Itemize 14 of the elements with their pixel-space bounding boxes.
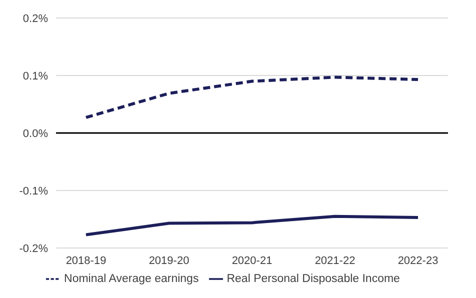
line-series: [84, 76, 420, 119]
x-tick-label: 2022-23: [398, 254, 438, 267]
y-tick-label: -0.2%: [19, 242, 48, 255]
x-tick-label: 2021-22: [314, 254, 356, 267]
x-tick-label: 2020-21: [232, 254, 272, 267]
legend-label: Nominal Average earnings: [64, 273, 199, 286]
y-tick-label: 0.2%: [22, 12, 48, 25]
legend-label: Real Personal Disposable Income: [226, 273, 400, 286]
x-tick-label: 2018-19: [66, 254, 106, 267]
line-series: [84, 214, 420, 236]
y-tick-label: 0.0%: [22, 128, 48, 140]
y-tick-label: 0.1%: [22, 70, 48, 82]
y-tick-label: -0.1%: [19, 185, 48, 198]
x-tick-label: 2019-20: [148, 254, 190, 267]
